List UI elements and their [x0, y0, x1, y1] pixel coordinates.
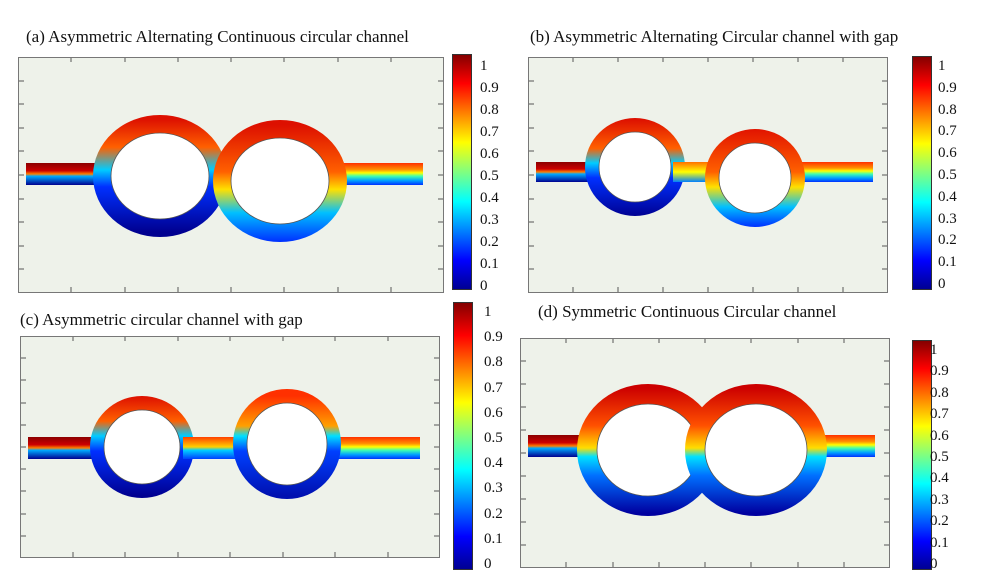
- colorbar-b-tick-label: 0.3: [938, 210, 957, 227]
- colorbar-d-tick-label: 0.3: [930, 491, 949, 508]
- colorbar-c-tick-label: 0.5: [484, 430, 503, 446]
- colorbar-b-tick-label: 0.5: [938, 167, 957, 183]
- panel-b-colorbar: [912, 56, 932, 290]
- colorbar-d-tick-label: 0.9: [930, 363, 949, 380]
- colorbar-b-tick-label: 0.8: [938, 101, 957, 118]
- colorbar-a-tick-label: 0.5: [480, 168, 499, 184]
- colorbar-c-tick-label: 0.7: [484, 379, 503, 396]
- panel-d-plot: [520, 338, 890, 568]
- colorbar-b-tick-label: 1: [938, 58, 946, 74]
- colorbar-c-tick-label: 0.2: [484, 505, 503, 522]
- colorbar-a-tick-label: 0.7: [480, 124, 499, 140]
- panel-c-title: (c) Asymmetric circular channel with gap: [20, 310, 303, 329]
- colorbar-c-tick-label: 0.9: [484, 329, 503, 346]
- colorbar-d-tick-label: 0.5: [930, 449, 949, 465]
- colorbar-c-tick-label: 1: [484, 304, 492, 320]
- panel-d-colorbar: [912, 340, 932, 570]
- colorbar-c-tick-label: 0.4: [484, 455, 503, 472]
- colorbar-a-tick-label: 1: [480, 58, 488, 74]
- inlet-channel: [28, 437, 98, 459]
- colorbar-d-tick-label: 0: [930, 556, 938, 572]
- colorbar-a-tick-label: 0.6: [480, 146, 499, 162]
- colorbar-b-tick-label: 0.6: [938, 145, 957, 162]
- outlet-channel: [325, 437, 420, 459]
- panel-c-colorbar: [453, 302, 473, 570]
- colorbar-a-tick-label: 0.9: [480, 80, 499, 96]
- colorbar-d-tick-label: 0.6: [930, 427, 949, 444]
- panel-c-plot: [20, 336, 440, 558]
- colorbar-b-tick-label: 0.9: [938, 79, 957, 96]
- colorbar-a-tick-label: 0.4: [480, 190, 499, 206]
- gap-channel: [183, 437, 243, 459]
- colorbar-a-tick-label: 0.2: [480, 234, 499, 250]
- colorbar-a-tick-label: 0: [480, 278, 488, 294]
- colorbar-a-tick-label: 0.8: [480, 102, 499, 118]
- colorbar-b-tick-label: 0: [938, 276, 946, 292]
- colorbar-b-tick-label: 0.1: [938, 254, 957, 271]
- colorbar-d-tick-label: 0.4: [930, 470, 949, 487]
- panel-a-title: (a) Asymmetric Alternating Continuous ci…: [26, 27, 409, 46]
- colorbar-d-tick-label: 0.2: [930, 513, 949, 530]
- colorbar-c-tick-label: 0.8: [484, 354, 503, 371]
- panel-a-colorbar: [452, 54, 472, 290]
- panel-d-title: (d) Symmetric Continuous Circular channe…: [538, 302, 837, 321]
- colorbar-c-tick-label: 0: [484, 556, 492, 572]
- colorbar-d-tick-label: 0.1: [930, 534, 949, 551]
- colorbar-d-tick-label: 0.8: [930, 384, 949, 401]
- colorbar-d-tick-label: 0.7: [930, 406, 949, 423]
- colorbar-a-tick-label: 0.1: [480, 256, 499, 272]
- colorbar-c-tick-label: 0.3: [484, 480, 503, 497]
- colorbar-c-tick-label: 0.1: [484, 530, 503, 547]
- outlet-channel: [328, 163, 423, 185]
- colorbar-a-tick-label: 0.3: [480, 212, 499, 228]
- colorbar-b-tick-label: 0.2: [938, 232, 957, 249]
- panel-b-title: (b) Asymmetric Alternating Circular chan…: [530, 27, 899, 46]
- colorbar-c-tick-label: 0.6: [484, 404, 503, 421]
- colorbar-d-tick-label: 1: [930, 342, 938, 358]
- colorbar-b-tick-label: 0.4: [938, 188, 957, 205]
- inlet-channel: [26, 163, 96, 185]
- colorbar-b-tick-label: 0.7: [938, 123, 957, 140]
- panel-a-plot: [18, 57, 444, 293]
- panel-b-plot: [528, 57, 888, 293]
